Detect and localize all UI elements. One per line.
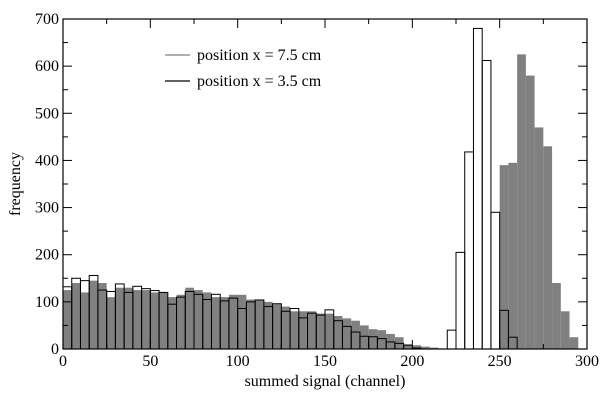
- legend-entry-black: position x = 3.5 cm: [197, 73, 322, 90]
- x-tick-label-0: 0: [59, 353, 67, 370]
- gray-bar-275: [543, 146, 553, 349]
- x-tick-label-150: 150: [313, 353, 337, 370]
- x-tick-label-300: 300: [575, 353, 599, 370]
- black-bar-230: [464, 151, 474, 350]
- gray-bar-105: [246, 299, 256, 349]
- gray-bar-175: [368, 329, 378, 349]
- gray-bar-200: [412, 345, 422, 349]
- gray-bar-270: [534, 127, 544, 349]
- gray-bar-70: [185, 287, 194, 349]
- legend-entry-gray: position x = 7.5 cm: [197, 47, 322, 64]
- gray-bar-150: [325, 313, 334, 349]
- gray-bar-90: [220, 297, 229, 349]
- gray-bar-95: [228, 294, 238, 349]
- series-gray-bars: [63, 54, 579, 350]
- gray-bar-290: [569, 337, 579, 349]
- gray-bar-255: [508, 162, 518, 349]
- gray-bar-35: [124, 287, 133, 349]
- gray-bar-40: [132, 290, 142, 349]
- gray-bar-265: [525, 75, 535, 350]
- gray-bar-130: [290, 311, 299, 349]
- y-tick-label-0: 0: [51, 341, 59, 358]
- gray-bar-5: [71, 283, 81, 349]
- y-tick-label-100: 100: [35, 294, 59, 311]
- y-tick-label-200: 200: [35, 247, 59, 264]
- gray-bar-45: [141, 290, 151, 349]
- gray-bar-205: [421, 346, 430, 349]
- y-axis-label: frequency: [7, 152, 24, 216]
- gray-bar-15: [89, 280, 98, 349]
- gray-bar-10: [80, 292, 90, 349]
- x-axis-label: summed signal (channel): [245, 373, 406, 390]
- black-bar-245: [490, 211, 501, 350]
- gray-bar-260: [517, 54, 526, 349]
- x-tick-label-250: 250: [488, 353, 512, 370]
- gray-bar-75: [194, 290, 203, 349]
- gray-bar-55: [159, 292, 168, 349]
- gray-bar-120: [272, 304, 282, 349]
- gray-bar-0: [63, 290, 72, 349]
- gray-bar-80: [202, 292, 212, 349]
- gray-bar-65: [176, 294, 186, 349]
- gray-bar-170: [359, 325, 369, 349]
- gray-bar-155: [333, 316, 343, 349]
- gray-bar-135: [298, 311, 308, 349]
- gray-bar-165: [351, 320, 360, 349]
- gray-bar-60: [167, 297, 177, 349]
- y-tick-label-400: 400: [35, 152, 59, 169]
- gray-bar-85: [211, 297, 221, 349]
- gray-bar-50: [150, 292, 160, 349]
- gray-bar-180: [377, 330, 387, 349]
- y-tick-label-600: 600: [35, 58, 59, 75]
- x-tick-label-100: 100: [226, 353, 250, 370]
- gray-bar-140: [307, 311, 317, 349]
- black-bar-235: [472, 27, 483, 350]
- black-bar-240: [481, 59, 492, 350]
- y-tick-label-500: 500: [35, 105, 59, 122]
- gray-bar-195: [403, 344, 413, 349]
- gray-bar-20: [97, 283, 107, 349]
- gray-bar-160: [342, 318, 352, 349]
- gray-bar-145: [316, 313, 325, 349]
- gray-bar-25: [106, 297, 116, 349]
- gray-bar-125: [281, 306, 291, 349]
- y-tick-label-700: 700: [35, 11, 59, 28]
- x-tick-label-50: 50: [142, 353, 158, 370]
- gray-bar-115: [263, 301, 273, 349]
- series-black-bars: [62, 27, 518, 350]
- axis-ticks: [62, 18, 588, 350]
- gray-bar-100: [237, 294, 247, 349]
- axis-tick-labels: 0 50 100 150 200 250 300 0 100 200 300 400 500 600 700: [35, 11, 599, 370]
- gray-bar-285: [560, 311, 570, 349]
- x-tick-label-200: 200: [400, 353, 424, 370]
- gray-bar-250: [499, 165, 509, 349]
- black-bar-225: [455, 251, 466, 350]
- legend: position x = 7.5 cm position x = 3.5 cm: [165, 47, 322, 90]
- black-bar-220: [446, 329, 457, 350]
- gray-bar-110: [255, 299, 264, 349]
- gray-bar-30: [115, 287, 125, 349]
- y-tick-label-300: 300: [35, 200, 59, 217]
- gray-bar-210: [429, 347, 439, 349]
- gray-bar-280: [552, 283, 561, 349]
